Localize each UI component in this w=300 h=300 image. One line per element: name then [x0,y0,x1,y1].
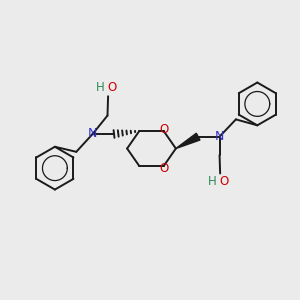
Text: N: N [88,128,97,140]
Text: O: O [219,175,228,188]
Text: H: H [95,81,104,94]
Text: N: N [215,130,224,143]
Text: O: O [159,162,169,175]
Text: O: O [107,81,116,94]
Text: O: O [159,123,169,136]
Text: H: H [207,175,216,188]
Polygon shape [176,133,200,148]
